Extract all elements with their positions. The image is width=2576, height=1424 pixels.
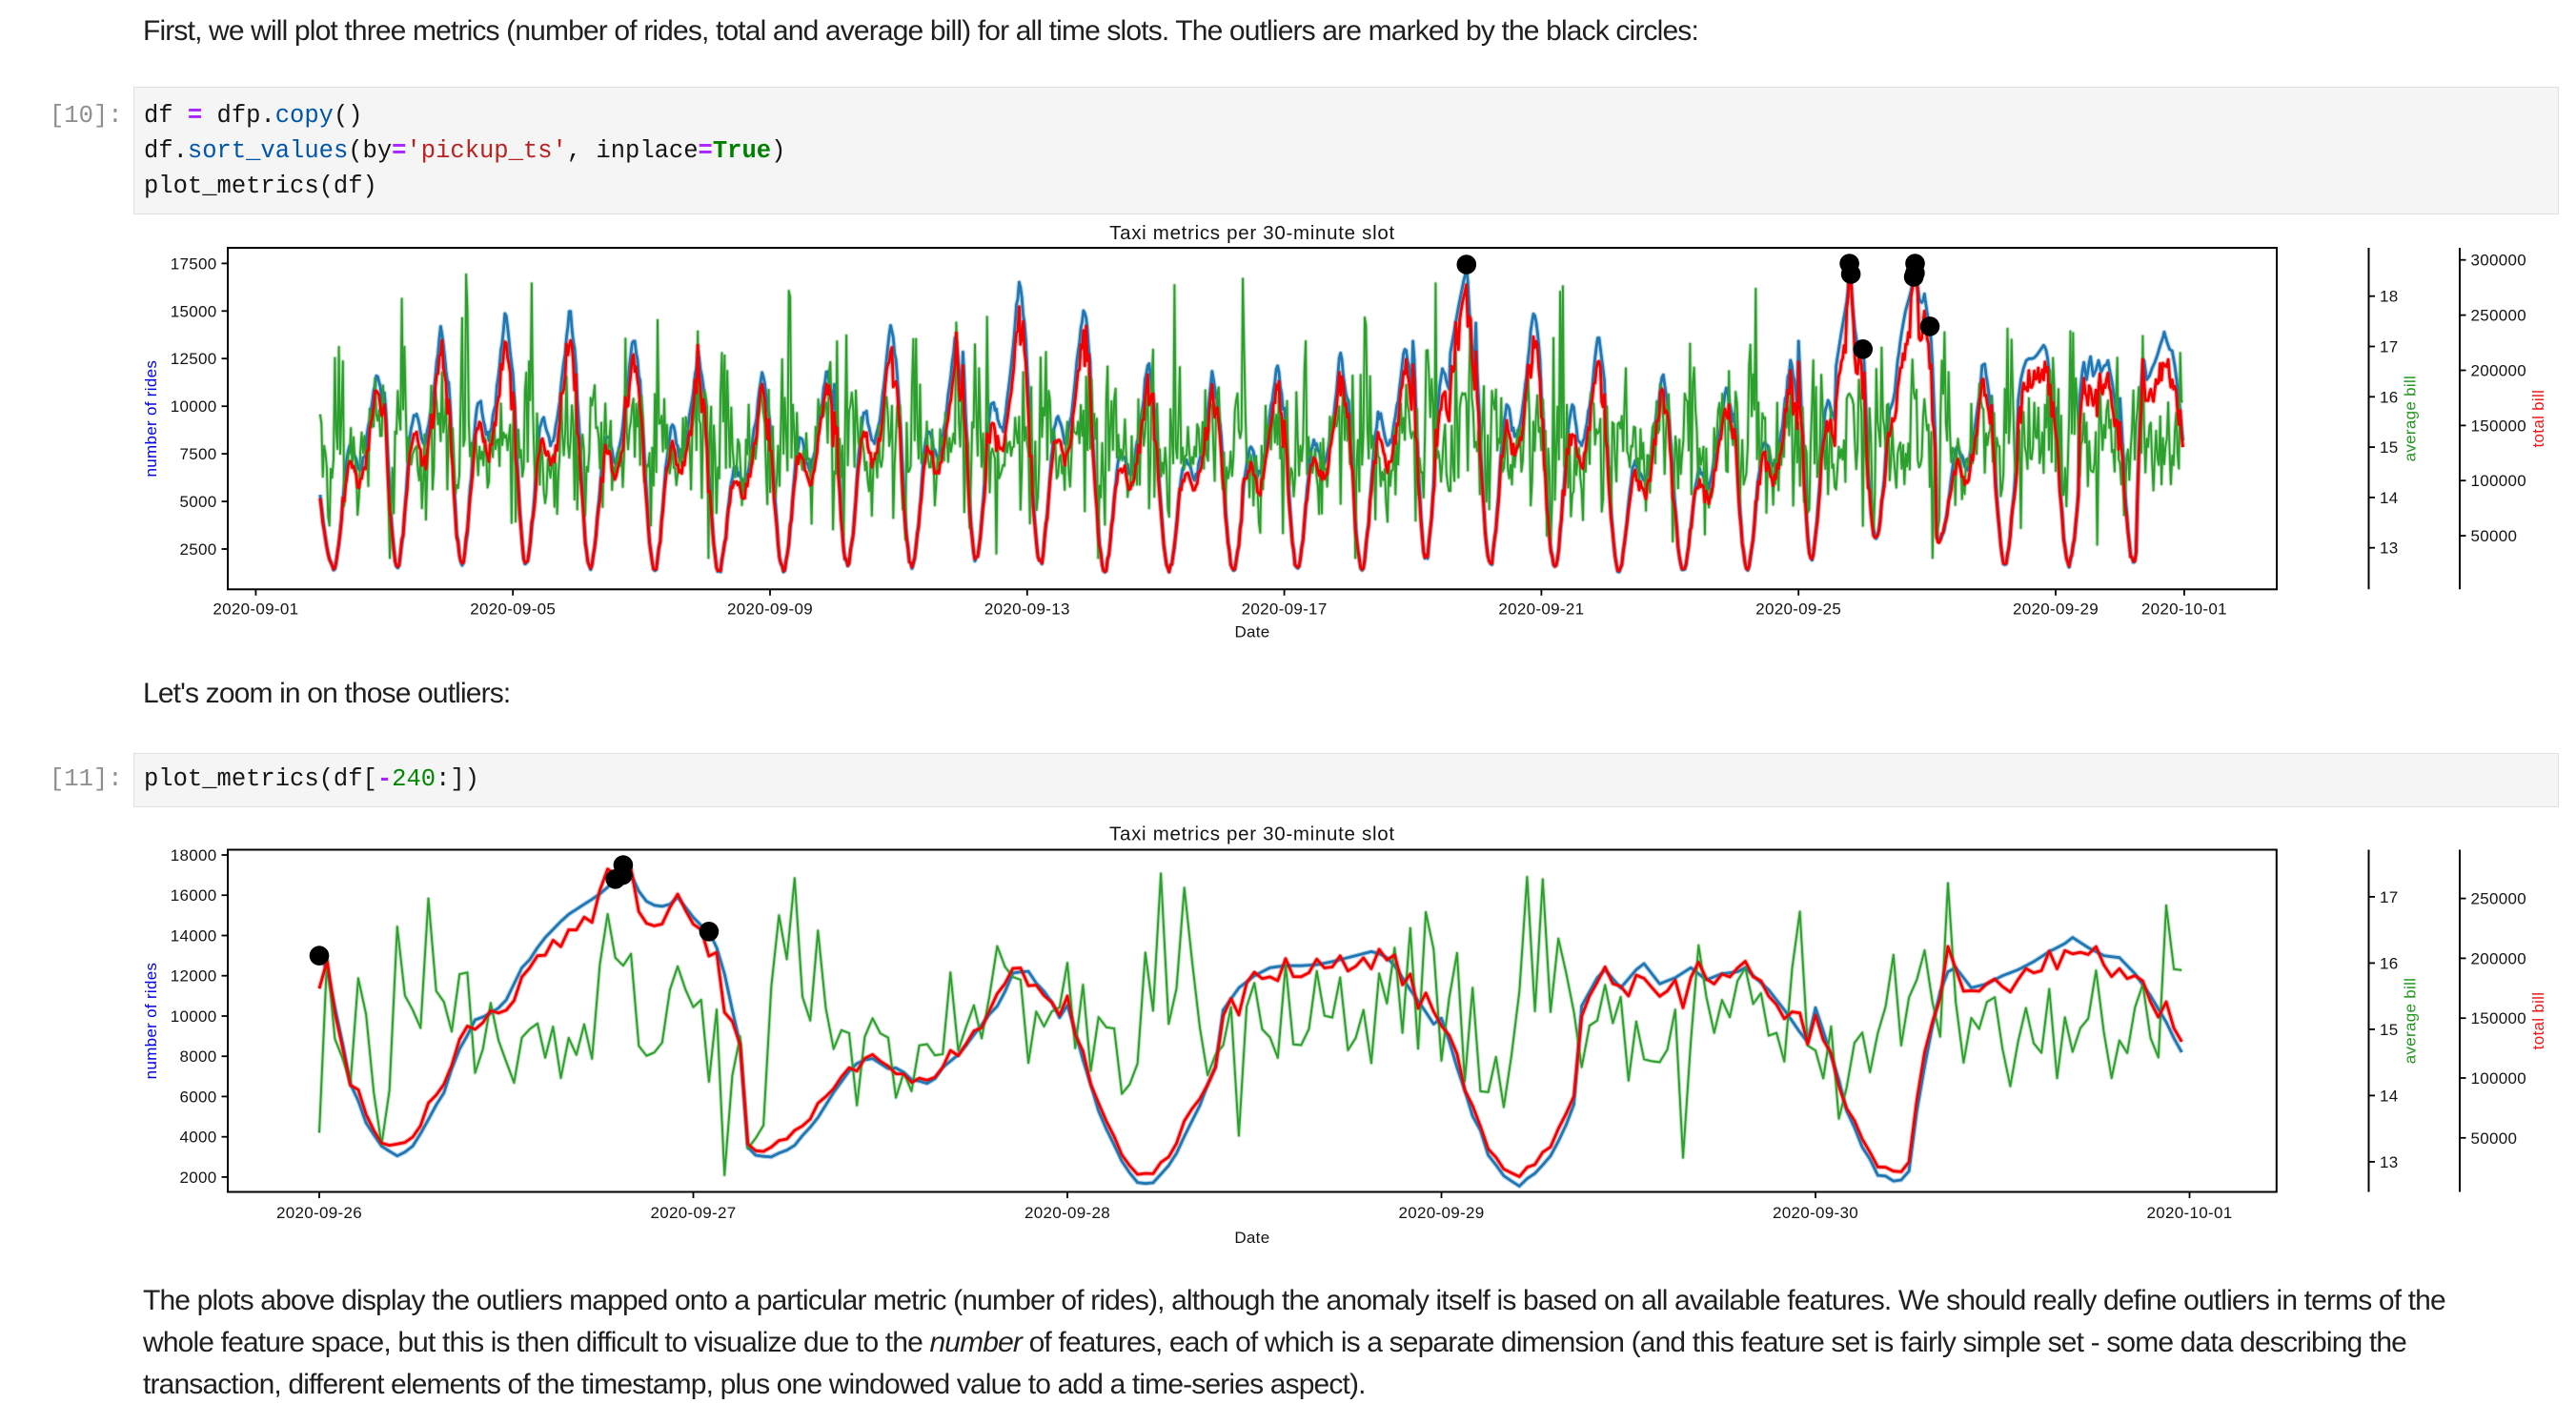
svg-text:8000: 8000 — [179, 1048, 216, 1066]
svg-text:2020-09-21: 2020-09-21 — [1498, 600, 1584, 618]
svg-text:2020-09-29: 2020-09-29 — [1399, 1204, 1485, 1222]
svg-text:200000: 200000 — [2471, 949, 2527, 967]
svg-text:50000: 50000 — [2471, 1129, 2518, 1148]
svg-text:150000: 150000 — [2471, 417, 2527, 435]
svg-text:250000: 250000 — [2471, 307, 2527, 325]
svg-text:15: 15 — [2380, 438, 2399, 457]
svg-text:15000: 15000 — [171, 302, 217, 320]
svg-text:average bill: average bill — [2402, 978, 2420, 1065]
svg-text:average bill: average bill — [2402, 376, 2420, 462]
svg-text:number of rides: number of rides — [142, 360, 160, 478]
svg-text:Date: Date — [1234, 623, 1269, 641]
svg-text:4000: 4000 — [179, 1129, 216, 1147]
svg-text:2020-09-09: 2020-09-09 — [727, 600, 813, 618]
svg-text:16000: 16000 — [171, 886, 217, 905]
svg-text:total bill: total bill — [2529, 390, 2547, 448]
svg-text:6000: 6000 — [179, 1088, 216, 1106]
svg-text:10000: 10000 — [171, 397, 217, 416]
svg-text:number of rides: number of rides — [142, 963, 160, 1080]
svg-text:2020-09-13: 2020-09-13 — [984, 600, 1070, 618]
svg-text:13: 13 — [2380, 1153, 2399, 1171]
svg-text:2020-10-01: 2020-10-01 — [2141, 600, 2227, 618]
svg-text:Date: Date — [1234, 1229, 1269, 1247]
svg-text:2020-09-27: 2020-09-27 — [651, 1204, 737, 1222]
svg-text:200000: 200000 — [2471, 362, 2527, 380]
svg-text:16: 16 — [2380, 954, 2399, 972]
svg-text:14: 14 — [2380, 1087, 2399, 1105]
svg-text:2020-09-17: 2020-09-17 — [1242, 600, 1328, 618]
svg-text:14: 14 — [2380, 489, 2399, 507]
svg-text:total bill: total bill — [2529, 992, 2547, 1050]
svg-text:18: 18 — [2380, 288, 2399, 306]
svg-text:Taxi metrics per 30-minute slo: Taxi metrics per 30-minute slot — [1109, 824, 1395, 845]
svg-text:250000: 250000 — [2471, 890, 2527, 908]
svg-text:2020-09-28: 2020-09-28 — [1024, 1204, 1110, 1222]
svg-text:50000: 50000 — [2471, 527, 2518, 545]
svg-text:10000: 10000 — [171, 1007, 217, 1026]
svg-text:Taxi metrics per 30-minute slo: Taxi metrics per 30-minute slot — [1109, 222, 1395, 244]
svg-text:2020-09-01: 2020-09-01 — [213, 600, 298, 618]
svg-text:2020-09-30: 2020-09-30 — [1773, 1204, 1858, 1222]
svg-text:2020-09-05: 2020-09-05 — [470, 600, 556, 618]
svg-text:2020-09-26: 2020-09-26 — [276, 1204, 362, 1222]
svg-text:100000: 100000 — [2471, 1069, 2527, 1088]
svg-text:12000: 12000 — [171, 967, 217, 986]
svg-text:16: 16 — [2380, 388, 2399, 406]
svg-text:2020-09-29: 2020-09-29 — [2013, 600, 2099, 618]
svg-text:100000: 100000 — [2471, 472, 2527, 490]
svg-text:17: 17 — [2380, 338, 2399, 356]
svg-text:18000: 18000 — [171, 846, 217, 865]
svg-text:300000: 300000 — [2471, 252, 2527, 270]
svg-text:2020-09-25: 2020-09-25 — [1755, 600, 1841, 618]
svg-text:17500: 17500 — [171, 254, 217, 273]
svg-text:2000: 2000 — [179, 1169, 216, 1187]
svg-text:14000: 14000 — [171, 927, 217, 946]
svg-text:7500: 7500 — [179, 445, 216, 463]
svg-text:150000: 150000 — [2471, 1009, 2527, 1027]
svg-text:13: 13 — [2380, 539, 2399, 558]
svg-text:5000: 5000 — [179, 493, 216, 511]
svg-text:2500: 2500 — [179, 540, 216, 559]
svg-text:15: 15 — [2380, 1021, 2399, 1039]
svg-text:2020-10-01: 2020-10-01 — [2147, 1204, 2233, 1222]
svg-text:17: 17 — [2380, 888, 2399, 906]
svg-text:12500: 12500 — [171, 350, 217, 368]
